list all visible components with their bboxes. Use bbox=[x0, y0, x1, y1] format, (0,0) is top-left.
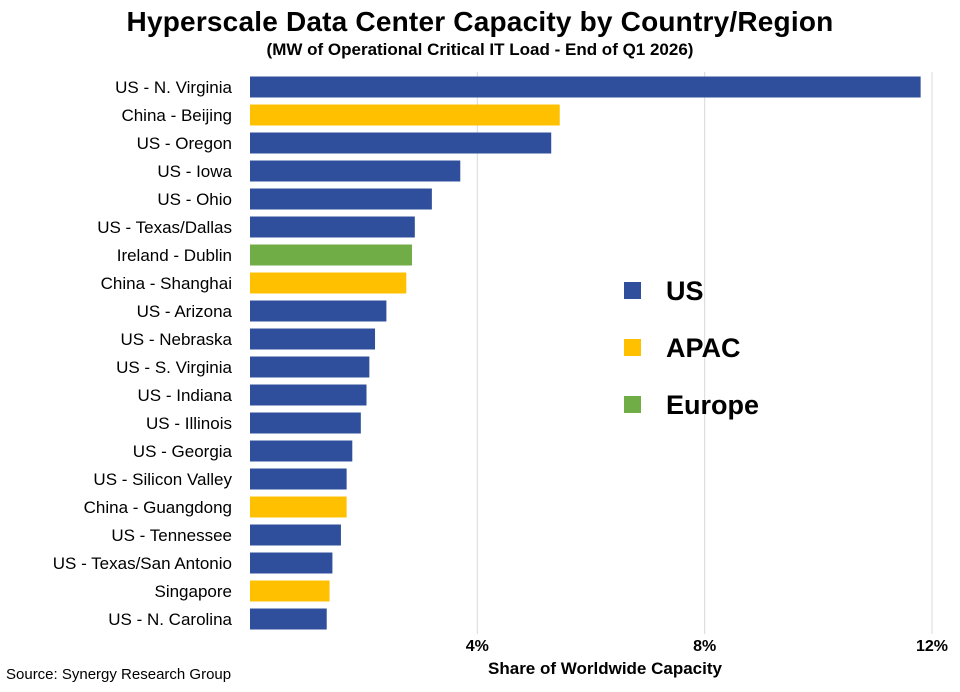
legend: US APAC Europe bbox=[624, 276, 759, 420]
bar bbox=[250, 356, 370, 378]
category-label: Ireland - Dublin bbox=[117, 246, 232, 265]
category-label: US - Oregon bbox=[137, 134, 232, 153]
bars bbox=[250, 76, 921, 630]
legend-swatch bbox=[624, 282, 641, 299]
bar bbox=[250, 76, 921, 98]
category-label: US - Indiana bbox=[138, 386, 233, 405]
bar bbox=[250, 132, 552, 154]
category-label: US - Georgia bbox=[133, 442, 233, 461]
category-labels: US - N. Virginia China - Beijing US - Oreg… bbox=[53, 78, 233, 629]
bar bbox=[250, 272, 407, 294]
category-label: US - Nebraska bbox=[121, 330, 233, 349]
bar bbox=[250, 160, 461, 182]
bar bbox=[250, 216, 415, 238]
category-label: US - Ohio bbox=[157, 190, 232, 209]
legend-label: APAC bbox=[666, 333, 741, 363]
bar bbox=[250, 524, 341, 546]
x-tick-label: 8% bbox=[693, 638, 716, 655]
bar bbox=[250, 104, 560, 126]
x-tick-label: 4% bbox=[466, 638, 489, 655]
x-tick-labels: 4% 8% 12% bbox=[466, 638, 948, 655]
bar bbox=[250, 496, 347, 518]
chart-subtitle: (MW of Operational Critical IT Load - En… bbox=[266, 40, 694, 59]
category-label: China - Guangdong bbox=[84, 498, 232, 517]
x-tick-label: 12% bbox=[916, 638, 948, 655]
bar bbox=[250, 468, 347, 490]
category-label: US - Texas/San Antonio bbox=[53, 554, 232, 573]
source-note: Source: Synergy Research Group bbox=[6, 666, 232, 683]
bar bbox=[250, 328, 376, 350]
bar bbox=[250, 384, 367, 406]
category-label: US - N. Carolina bbox=[108, 610, 232, 629]
chart-title: Hyperscale Data Center Capacity by Count… bbox=[126, 6, 834, 37]
bar bbox=[250, 188, 432, 210]
legend-label: US bbox=[666, 276, 704, 306]
category-label: US - N. Virginia bbox=[115, 78, 232, 97]
gridlines bbox=[476, 72, 933, 634]
bar bbox=[250, 552, 333, 574]
x-axis-label: Share of Worldwide Capacity bbox=[488, 659, 723, 678]
bar bbox=[250, 244, 412, 266]
category-label: US - Arizona bbox=[137, 302, 233, 321]
category-label: US - S. Virginia bbox=[116, 358, 232, 377]
category-label: US - Texas/Dallas bbox=[97, 218, 232, 237]
category-label: China - Beijing bbox=[121, 106, 232, 125]
category-label: US - Silicon Valley bbox=[93, 470, 232, 489]
category-label: US - Tennessee bbox=[111, 526, 232, 545]
legend-swatch bbox=[624, 339, 641, 356]
bar bbox=[250, 440, 353, 462]
category-label: US - Illinois bbox=[146, 414, 232, 433]
bar bbox=[250, 300, 387, 322]
category-label: Singapore bbox=[154, 582, 232, 601]
category-label: US - Iowa bbox=[157, 162, 232, 181]
legend-swatch bbox=[624, 396, 641, 413]
bar bbox=[250, 412, 361, 434]
legend-label: Europe bbox=[666, 390, 759, 420]
bar bbox=[250, 608, 327, 630]
bar bbox=[250, 580, 330, 602]
category-label: China - Shanghai bbox=[101, 274, 232, 293]
